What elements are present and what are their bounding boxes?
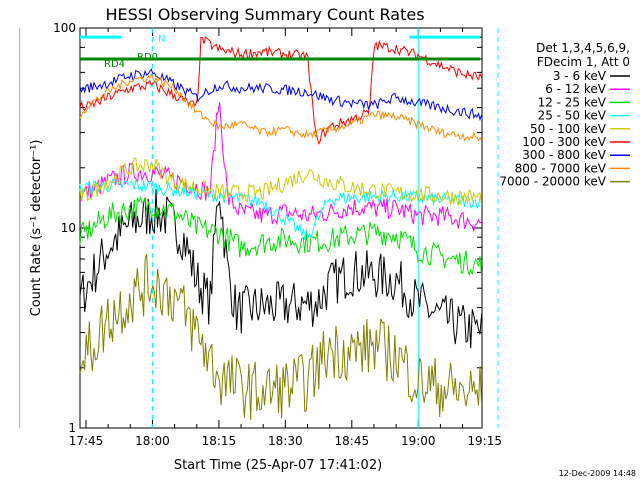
- legend-label-2: 6 - 12 keV: [545, 82, 607, 96]
- annotation-rd4: RD4: [104, 59, 125, 70]
- legend-label-6: 100 - 300 keV: [522, 135, 606, 149]
- y-axis-label: Count Rate (s⁻¹ detector⁻¹): [29, 140, 44, 317]
- legend-label-4: 25 - 50 keV: [538, 109, 607, 123]
- legend-label-7: 300 - 800 keV: [522, 148, 606, 162]
- series-line-9: [79, 253, 483, 421]
- x-tick-label: 18:45: [335, 434, 370, 448]
- series-line-5: [79, 157, 483, 206]
- legend-label-8: 800 - 7000 keV: [515, 161, 607, 175]
- series-line-8: [79, 72, 483, 142]
- series-line-7: [79, 68, 483, 122]
- plot-layer: 1 10 100 17:45 18:00 18:15 18:30 18:45 19:00 19:1…: [19, 21, 502, 448]
- chart-title: HESSI Observing Summary Count Rates: [105, 5, 424, 24]
- x-tick-label: 17:45: [69, 434, 104, 448]
- y-tick-label: 10: [61, 221, 76, 235]
- series-line-6: [79, 35, 483, 146]
- footer-date: 12-Dec-2009 14:48: [559, 469, 636, 478]
- series-line-2: [79, 101, 482, 233]
- annotation-rd0: RD0: [137, 52, 158, 63]
- legend-label-1: 3 - 6 keV: [553, 69, 607, 83]
- legend-header-line-1: Det 1,3,4,5,6,9,: [536, 41, 630, 55]
- x-tick-label: 19:15: [467, 434, 502, 448]
- x-tick-label: 18:30: [268, 434, 303, 448]
- y-tick-label: 100: [53, 21, 76, 35]
- series-line-3: [79, 196, 483, 277]
- x-tick-label: 18:15: [202, 434, 237, 448]
- series-line-1: [79, 188, 483, 349]
- legend-label-3: 12 - 25 keV: [538, 95, 607, 109]
- x-tick-label: 19:00: [401, 434, 436, 448]
- annotation-n: N: [158, 34, 165, 45]
- legend-header-line-2: FDecim 1, Att 0: [537, 55, 630, 69]
- series-line-4: [79, 177, 483, 240]
- legend-label-5: 50 - 100 keV: [530, 122, 607, 136]
- x-axis-label: Start Time (25-Apr-07 17:41:02): [174, 458, 382, 473]
- x-tick-label: 18:00: [135, 434, 170, 448]
- y-tick-label: 1: [68, 421, 76, 435]
- legend-label-9: 7000 - 20000 keV: [499, 175, 606, 189]
